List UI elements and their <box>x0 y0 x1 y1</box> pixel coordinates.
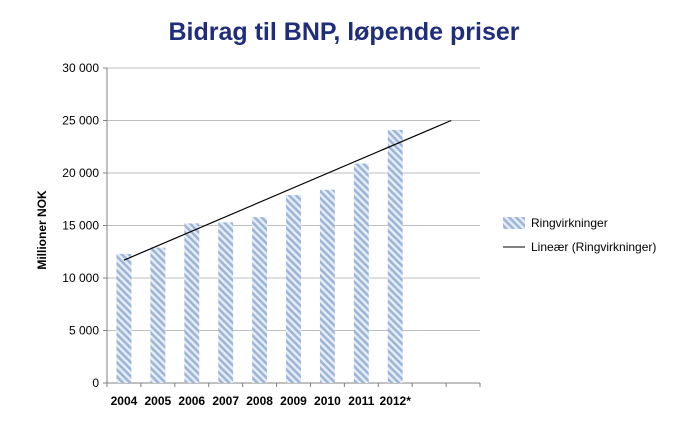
bar-2011 <box>353 163 369 383</box>
bars <box>116 129 403 383</box>
y-tick-label: 5 000 <box>69 324 99 338</box>
legend-label-ringvirkninger: Ringvirkninger <box>531 216 608 230</box>
bar-2004 <box>116 253 132 383</box>
axis-labels: 0 5 000 10 000 15 000 20 000 25 000 30 000 2004… <box>62 61 411 408</box>
x-tick-label: 2011 <box>348 394 374 408</box>
y-tick-label: 15 000 <box>62 219 99 233</box>
bar-2008 <box>252 217 268 383</box>
x-tick-label: 2009 <box>280 394 307 408</box>
bar-2007 <box>218 222 234 383</box>
bar-2006 <box>184 223 200 383</box>
bar-2005 <box>150 247 166 383</box>
y-tick-label: 30 000 <box>62 61 99 75</box>
bar-2010 <box>319 189 335 383</box>
legend: Ringvirkninger Lineær (Ringvirkninger) <box>503 216 656 254</box>
x-tick-label: 2008 <box>246 394 273 408</box>
x-tick-label: 2006 <box>178 394 205 408</box>
x-tick-label: 2004 <box>111 394 138 408</box>
bar-2012* <box>387 129 403 383</box>
legend-label-trendline: Lineær (Ringvirkninger) <box>531 240 656 254</box>
trendline <box>123 119 452 261</box>
x-tick-label: 2007 <box>212 394 239 408</box>
y-tick-label: 20 000 <box>62 166 99 180</box>
y-tick-label: 25 000 <box>62 114 99 128</box>
legend-swatch-ringvirkninger <box>503 217 525 229</box>
x-tick-label: 2012* <box>380 394 412 408</box>
chart-title: Bidrag til BNP, løpende priser <box>168 18 520 46</box>
bar-2009 <box>286 195 301 383</box>
y-axis-title: Millioner NOK <box>35 190 49 270</box>
y-tick-label: 10 000 <box>62 271 99 285</box>
trendline-path <box>123 119 452 261</box>
x-tick-label: 2005 <box>145 394 172 408</box>
y-tick-label: 0 <box>92 376 99 390</box>
x-tick-label: 2010 <box>314 394 341 408</box>
